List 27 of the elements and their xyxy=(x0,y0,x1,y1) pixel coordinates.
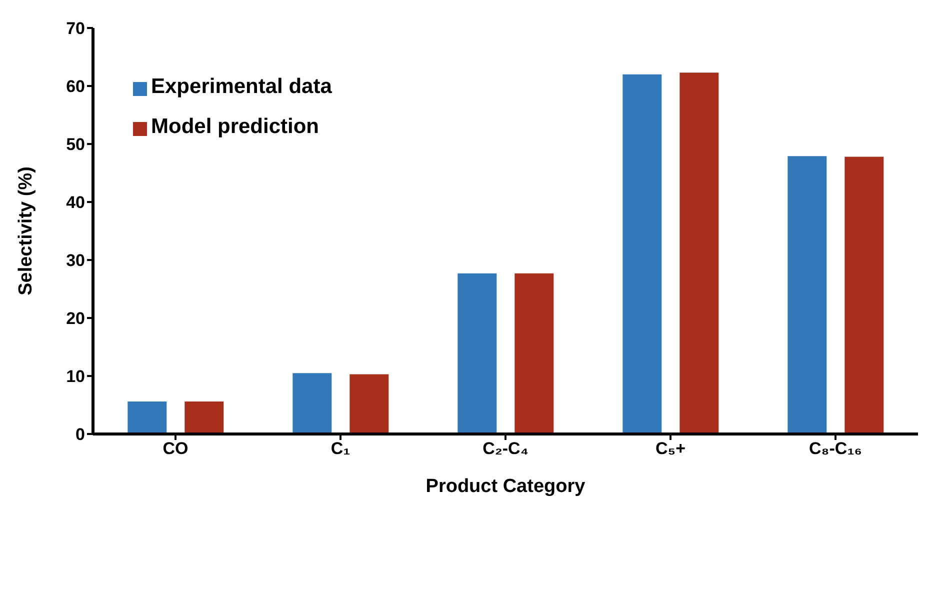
x-tick-label: CO xyxy=(162,439,188,458)
bar xyxy=(622,74,662,434)
bar xyxy=(458,273,497,434)
bar xyxy=(514,273,554,434)
y-tick-label: 0 xyxy=(76,425,85,444)
x-tick-label: C₈-C₁₆ xyxy=(809,439,862,458)
bar xyxy=(788,156,827,434)
y-tick-label: 40 xyxy=(66,193,85,212)
bar xyxy=(128,402,167,434)
y-tick-label: 50 xyxy=(66,135,85,154)
bar xyxy=(292,373,332,434)
legend-label: Experimental data xyxy=(151,75,332,98)
y-axis-title: Selectivity (%) xyxy=(16,166,37,296)
y-tick-label: 10 xyxy=(66,367,85,386)
y-tick-label: 60 xyxy=(66,77,85,96)
y-tick-label: 30 xyxy=(66,251,85,270)
legend-label: Model prediction xyxy=(151,115,319,138)
y-tick-label: 70 xyxy=(66,19,85,38)
y-tick-label: 20 xyxy=(66,309,85,328)
bar xyxy=(350,374,389,434)
bar xyxy=(680,72,719,434)
bar xyxy=(844,156,884,434)
x-tick-label: C₂-C₄ xyxy=(482,439,528,458)
x-axis-title: Product Category xyxy=(426,476,586,497)
x-tick-label: C₅+ xyxy=(656,439,686,458)
bar xyxy=(184,402,224,434)
x-tick-label: C₁ xyxy=(330,439,350,458)
